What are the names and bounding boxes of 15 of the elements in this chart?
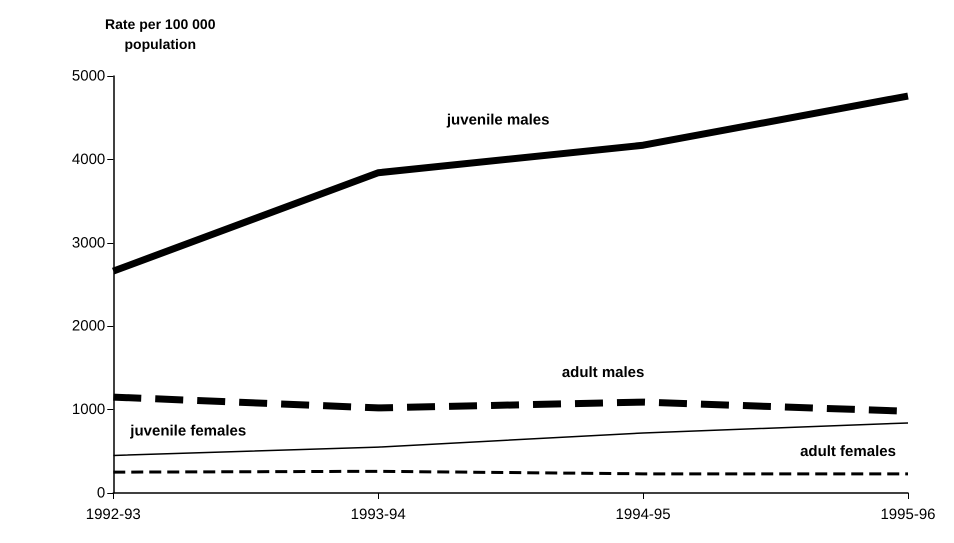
y-tick-label: 5000 xyxy=(72,68,106,84)
y-tick-label: 0 xyxy=(96,484,106,502)
x-tick-label: 1995-96 xyxy=(880,506,936,523)
x-tick-label: 1993-94 xyxy=(350,506,406,523)
series-label: adult females xyxy=(800,442,896,460)
y-tick-label: 4000 xyxy=(72,150,106,168)
series-label: adult males xyxy=(562,364,644,382)
y-tick-label: 2000 xyxy=(72,318,106,335)
y-tick-label: 3000 xyxy=(72,234,106,252)
series-label: juvenile females xyxy=(129,422,246,440)
series-label: juvenile males xyxy=(446,112,550,129)
x-tick-label: 1994-95 xyxy=(616,506,671,523)
y-tick-label: 1000 xyxy=(72,401,106,418)
x-tick-label: 1992-93 xyxy=(86,506,141,523)
y-axis-title: Rate per 100 000 population xyxy=(104,16,216,52)
